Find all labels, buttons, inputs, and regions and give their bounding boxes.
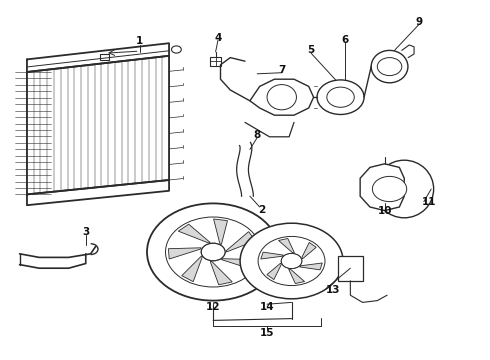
Circle shape xyxy=(201,243,225,261)
Circle shape xyxy=(327,87,354,107)
Polygon shape xyxy=(178,224,210,243)
Text: 5: 5 xyxy=(308,45,315,55)
Text: 15: 15 xyxy=(260,328,274,338)
Ellipse shape xyxy=(375,160,434,218)
Text: 2: 2 xyxy=(259,204,266,215)
Polygon shape xyxy=(299,263,322,270)
Bar xyxy=(210,57,221,66)
Polygon shape xyxy=(182,256,202,282)
Circle shape xyxy=(258,237,325,285)
Text: 3: 3 xyxy=(82,227,89,237)
Polygon shape xyxy=(267,263,281,280)
Text: 1: 1 xyxy=(136,36,143,46)
Text: 9: 9 xyxy=(416,17,422,27)
Polygon shape xyxy=(210,261,232,285)
Polygon shape xyxy=(302,242,316,259)
Circle shape xyxy=(166,217,261,287)
Text: 11: 11 xyxy=(421,197,436,207)
Bar xyxy=(338,256,363,281)
Polygon shape xyxy=(360,164,404,211)
Circle shape xyxy=(317,80,364,114)
Ellipse shape xyxy=(267,85,296,110)
Circle shape xyxy=(281,253,302,269)
Polygon shape xyxy=(169,248,201,259)
Polygon shape xyxy=(221,259,257,269)
Text: 6: 6 xyxy=(342,35,349,45)
Text: 4: 4 xyxy=(214,33,222,43)
Text: 12: 12 xyxy=(206,302,220,312)
Bar xyxy=(100,54,109,60)
Circle shape xyxy=(240,223,343,299)
Text: 8: 8 xyxy=(254,130,261,140)
Text: 7: 7 xyxy=(278,65,286,75)
Polygon shape xyxy=(226,231,255,252)
Text: 13: 13 xyxy=(326,285,341,295)
Circle shape xyxy=(377,58,402,76)
Polygon shape xyxy=(278,238,294,253)
Circle shape xyxy=(372,176,407,202)
Polygon shape xyxy=(250,79,314,115)
Polygon shape xyxy=(289,269,305,284)
Circle shape xyxy=(281,253,302,269)
Text: 14: 14 xyxy=(260,302,274,312)
Circle shape xyxy=(147,203,279,301)
Text: 10: 10 xyxy=(377,206,392,216)
Circle shape xyxy=(172,46,181,53)
Ellipse shape xyxy=(371,50,408,83)
Circle shape xyxy=(201,243,225,261)
Polygon shape xyxy=(261,252,284,259)
Polygon shape xyxy=(214,219,227,244)
